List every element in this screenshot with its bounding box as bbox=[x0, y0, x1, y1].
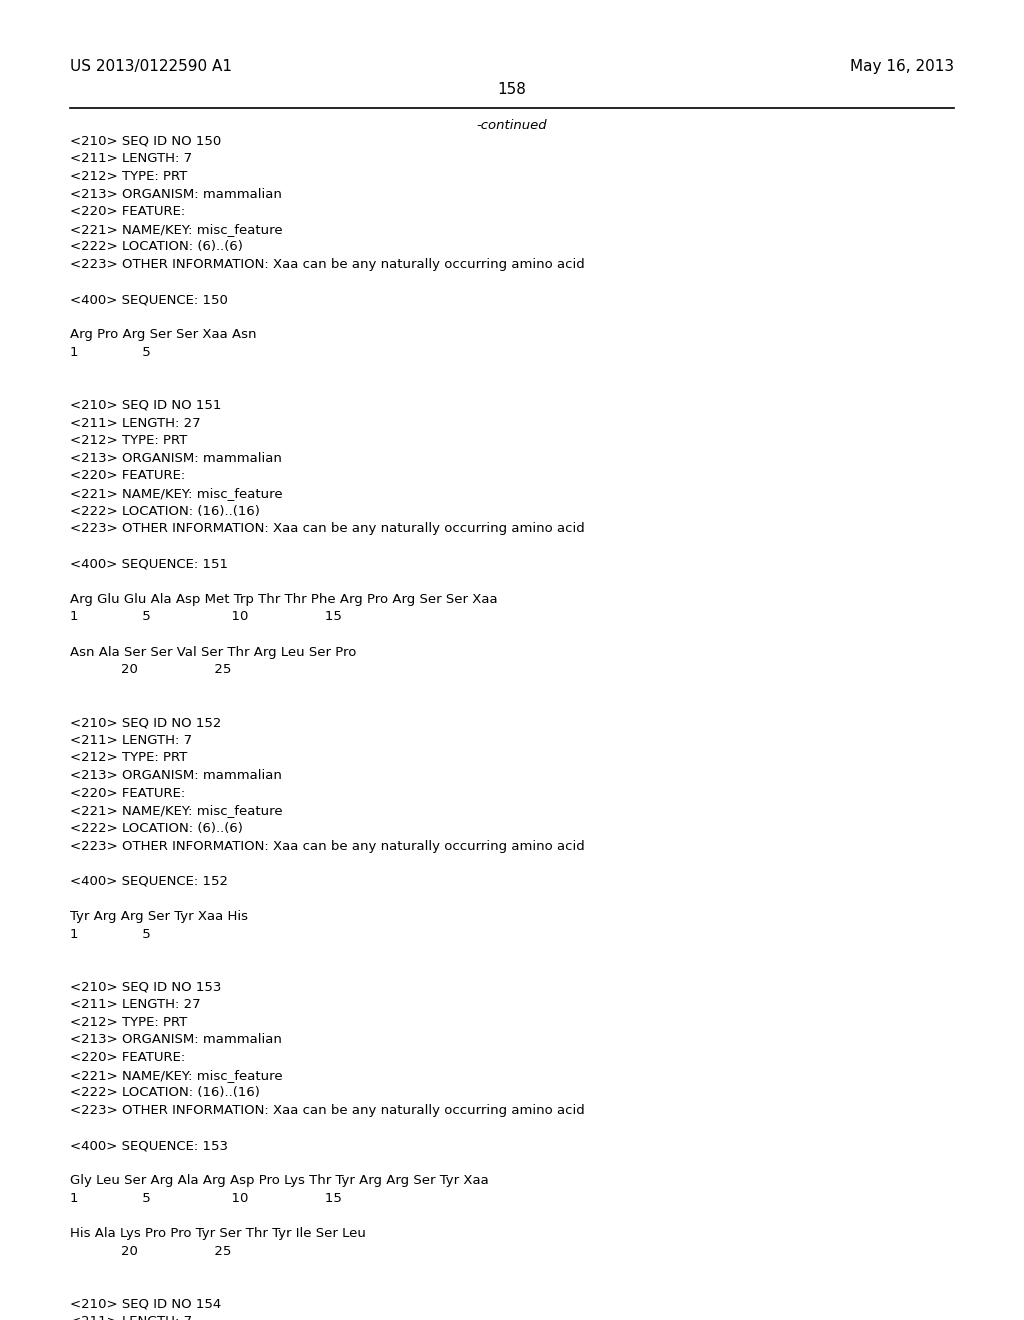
Text: <222> LOCATION: (6)..(6): <222> LOCATION: (6)..(6) bbox=[70, 822, 243, 834]
Text: <213> ORGANISM: mammalian: <213> ORGANISM: mammalian bbox=[70, 1034, 282, 1047]
Text: Asn Ala Ser Ser Val Ser Thr Arg Leu Ser Pro: Asn Ala Ser Ser Val Ser Thr Arg Leu Ser … bbox=[70, 645, 356, 659]
Text: <400> SEQUENCE: 152: <400> SEQUENCE: 152 bbox=[70, 875, 227, 888]
Text: Tyr Arg Arg Ser Tyr Xaa His: Tyr Arg Arg Ser Tyr Xaa His bbox=[70, 909, 248, 923]
Text: -continued: -continued bbox=[477, 119, 547, 132]
Text: <212> TYPE: PRT: <212> TYPE: PRT bbox=[70, 434, 187, 447]
Text: <212> TYPE: PRT: <212> TYPE: PRT bbox=[70, 1015, 187, 1028]
Text: <220> FEATURE:: <220> FEATURE: bbox=[70, 205, 185, 218]
Text: His Ala Lys Pro Pro Tyr Ser Thr Tyr Ile Ser Leu: His Ala Lys Pro Pro Tyr Ser Thr Tyr Ile … bbox=[70, 1228, 366, 1241]
Text: <223> OTHER INFORMATION: Xaa can be any naturally occurring amino acid: <223> OTHER INFORMATION: Xaa can be any … bbox=[70, 1104, 585, 1117]
Text: 1               5: 1 5 bbox=[70, 346, 151, 359]
Text: <211> LENGTH: 7: <211> LENGTH: 7 bbox=[70, 152, 191, 165]
Text: <210> SEQ ID NO 152: <210> SEQ ID NO 152 bbox=[70, 717, 221, 729]
Text: <222> LOCATION: (16)..(16): <222> LOCATION: (16)..(16) bbox=[70, 1086, 259, 1100]
Text: <221> NAME/KEY: misc_feature: <221> NAME/KEY: misc_feature bbox=[70, 1069, 283, 1081]
Text: Arg Glu Glu Ala Asp Met Trp Thr Thr Phe Arg Pro Arg Ser Ser Xaa: Arg Glu Glu Ala Asp Met Trp Thr Thr Phe … bbox=[70, 593, 498, 606]
Text: <220> FEATURE:: <220> FEATURE: bbox=[70, 1051, 185, 1064]
Text: <221> NAME/KEY: misc_feature: <221> NAME/KEY: misc_feature bbox=[70, 223, 283, 236]
Text: 1               5: 1 5 bbox=[70, 928, 151, 941]
Text: Arg Pro Arg Ser Ser Xaa Asn: Arg Pro Arg Ser Ser Xaa Asn bbox=[70, 329, 256, 342]
Text: <212> TYPE: PRT: <212> TYPE: PRT bbox=[70, 170, 187, 183]
Text: <210> SEQ ID NO 153: <210> SEQ ID NO 153 bbox=[70, 981, 221, 994]
Text: 1               5                   10                  15: 1 5 10 15 bbox=[70, 610, 342, 623]
Text: <212> TYPE: PRT: <212> TYPE: PRT bbox=[70, 751, 187, 764]
Text: <211> LENGTH: 7: <211> LENGTH: 7 bbox=[70, 734, 191, 747]
Text: <221> NAME/KEY: misc_feature: <221> NAME/KEY: misc_feature bbox=[70, 487, 283, 500]
Text: <400> SEQUENCE: 151: <400> SEQUENCE: 151 bbox=[70, 557, 227, 570]
Text: <211> LENGTH: 7: <211> LENGTH: 7 bbox=[70, 1315, 191, 1320]
Text: <211> LENGTH: 27: <211> LENGTH: 27 bbox=[70, 998, 201, 1011]
Text: <213> ORGANISM: mammalian: <213> ORGANISM: mammalian bbox=[70, 187, 282, 201]
Text: <213> ORGANISM: mammalian: <213> ORGANISM: mammalian bbox=[70, 451, 282, 465]
Text: <223> OTHER INFORMATION: Xaa can be any naturally occurring amino acid: <223> OTHER INFORMATION: Xaa can be any … bbox=[70, 840, 585, 853]
Text: <211> LENGTH: 27: <211> LENGTH: 27 bbox=[70, 417, 201, 429]
Text: Gly Leu Ser Arg Ala Arg Asp Pro Lys Thr Tyr Arg Arg Ser Tyr Xaa: Gly Leu Ser Arg Ala Arg Asp Pro Lys Thr … bbox=[70, 1175, 488, 1187]
Text: 1               5                   10                  15: 1 5 10 15 bbox=[70, 1192, 342, 1205]
Text: <222> LOCATION: (16)..(16): <222> LOCATION: (16)..(16) bbox=[70, 504, 259, 517]
Text: <220> FEATURE:: <220> FEATURE: bbox=[70, 787, 185, 800]
Text: <222> LOCATION: (6)..(6): <222> LOCATION: (6)..(6) bbox=[70, 240, 243, 253]
Text: <223> OTHER INFORMATION: Xaa can be any naturally occurring amino acid: <223> OTHER INFORMATION: Xaa can be any … bbox=[70, 257, 585, 271]
Text: <210> SEQ ID NO 154: <210> SEQ ID NO 154 bbox=[70, 1298, 221, 1311]
Text: <400> SEQUENCE: 150: <400> SEQUENCE: 150 bbox=[70, 293, 227, 306]
Text: 158: 158 bbox=[498, 82, 526, 96]
Text: <221> NAME/KEY: misc_feature: <221> NAME/KEY: misc_feature bbox=[70, 804, 283, 817]
Text: 20                  25: 20 25 bbox=[70, 1245, 231, 1258]
Text: <223> OTHER INFORMATION: Xaa can be any naturally occurring amino acid: <223> OTHER INFORMATION: Xaa can be any … bbox=[70, 523, 585, 536]
Text: <210> SEQ ID NO 150: <210> SEQ ID NO 150 bbox=[70, 135, 221, 148]
Text: <220> FEATURE:: <220> FEATURE: bbox=[70, 470, 185, 482]
Text: <210> SEQ ID NO 151: <210> SEQ ID NO 151 bbox=[70, 399, 221, 412]
Text: <400> SEQUENCE: 153: <400> SEQUENCE: 153 bbox=[70, 1139, 227, 1152]
Text: <213> ORGANISM: mammalian: <213> ORGANISM: mammalian bbox=[70, 770, 282, 781]
Text: 20                  25: 20 25 bbox=[70, 663, 231, 676]
Text: US 2013/0122590 A1: US 2013/0122590 A1 bbox=[70, 59, 231, 74]
Text: May 16, 2013: May 16, 2013 bbox=[850, 59, 954, 74]
